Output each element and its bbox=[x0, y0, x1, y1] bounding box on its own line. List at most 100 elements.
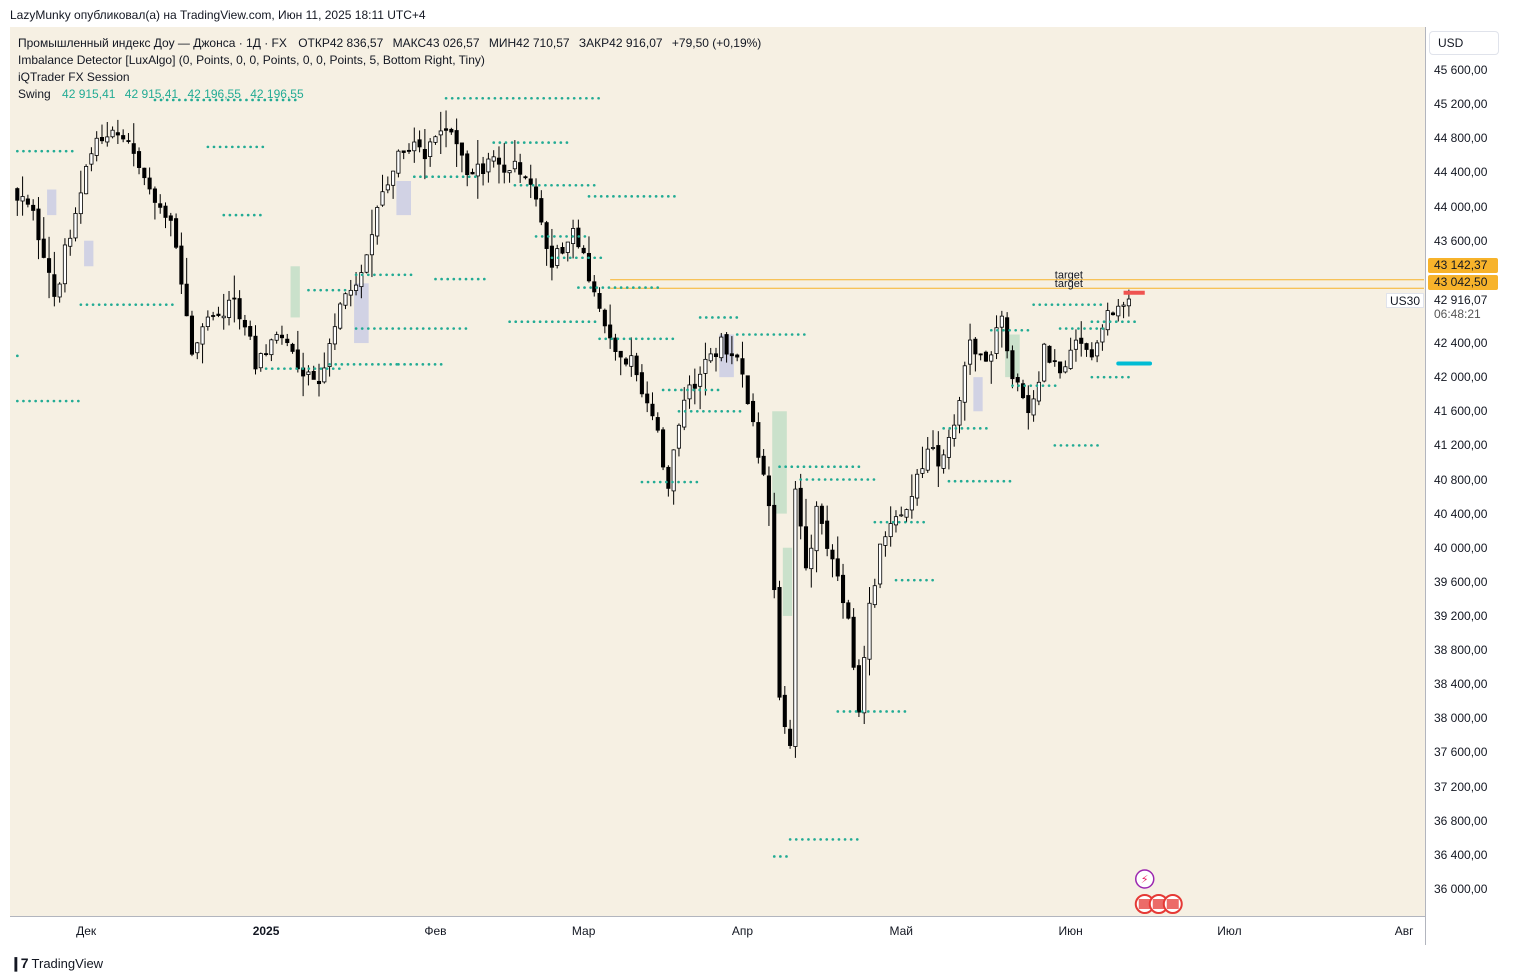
ohlc-low-label: МИН bbox=[488, 36, 517, 50]
candle-body bbox=[978, 353, 983, 356]
candle-body bbox=[184, 283, 189, 317]
ohlc-close-value: 42 916,07 bbox=[609, 36, 663, 50]
tradingview-footer[interactable]: ❙7 TradingView bbox=[10, 955, 103, 972]
candle-body bbox=[264, 353, 269, 356]
candle-body bbox=[788, 728, 793, 746]
candle-body bbox=[385, 184, 390, 191]
candle-body bbox=[89, 153, 94, 165]
candle-body bbox=[449, 128, 454, 133]
candle-body bbox=[15, 188, 20, 201]
candle-body bbox=[1116, 305, 1121, 317]
candle-body bbox=[290, 343, 295, 352]
time-tick-label: Авг bbox=[1394, 924, 1414, 938]
candle-body bbox=[936, 445, 941, 467]
candle-body bbox=[650, 403, 655, 417]
candle-body bbox=[602, 309, 607, 327]
legend-instrument-row[interactable]: Промышленный индекс Доу — Джонса · 1Д · … bbox=[18, 35, 761, 52]
lightning-glyph: ⚡ bbox=[1141, 873, 1149, 886]
candle-body bbox=[629, 355, 634, 367]
candle-body bbox=[147, 177, 152, 190]
candle-body bbox=[745, 375, 750, 405]
candle-body bbox=[856, 665, 861, 713]
candle-body bbox=[740, 358, 745, 375]
candle-body bbox=[152, 188, 157, 203]
candle-body bbox=[814, 505, 819, 552]
candle-body bbox=[1010, 350, 1015, 380]
candle-body bbox=[825, 520, 830, 549]
chart-area[interactable] bbox=[10, 27, 1503, 945]
candle-body bbox=[486, 158, 491, 173]
candle-body bbox=[692, 383, 697, 389]
candle-body bbox=[586, 252, 592, 282]
candle-body bbox=[348, 289, 353, 296]
price-tick-label: 38 000,00 bbox=[1434, 711, 1488, 726]
swing-value: 42 196,55 bbox=[250, 87, 304, 101]
price-tick-label: 42 400,00 bbox=[1434, 336, 1488, 351]
candle-body bbox=[417, 139, 422, 148]
candle-body bbox=[1042, 343, 1047, 382]
candle-body bbox=[481, 163, 486, 175]
candle-body bbox=[380, 191, 385, 206]
currency-selector[interactable]: USD bbox=[1430, 32, 1498, 54]
imbalance-zone bbox=[84, 240, 94, 267]
candle-body bbox=[533, 186, 539, 200]
indicator-fx-session[interactable]: iQTrader FX Session bbox=[18, 70, 130, 84]
candle-body bbox=[142, 167, 147, 179]
candle-body bbox=[1110, 312, 1116, 316]
candle-body bbox=[703, 358, 708, 374]
candle-body bbox=[433, 136, 438, 143]
indicator-imbalance-detector[interactable]: Imbalance Detector [LuxAlgo] (0, Points,… bbox=[18, 53, 485, 67]
candle-body bbox=[285, 338, 290, 344]
candle-body bbox=[1089, 349, 1094, 358]
time-tick-label: Дек bbox=[76, 924, 97, 938]
candle-body bbox=[713, 353, 719, 358]
candle-body bbox=[52, 274, 57, 297]
ohlc-close-label: ЗАКР bbox=[578, 36, 610, 50]
chart-legend: Промышленный индекс Доу — Джонса · 1Д · … bbox=[18, 35, 761, 103]
price-tick-label: 36 400,00 bbox=[1434, 847, 1488, 862]
candle-body bbox=[211, 315, 216, 317]
candle-body bbox=[1058, 361, 1063, 374]
imbalance-zone bbox=[396, 180, 411, 216]
candle-body bbox=[973, 338, 978, 355]
candle-body bbox=[756, 422, 761, 458]
candle-body bbox=[597, 293, 602, 309]
time-axis[interactable] bbox=[10, 916, 1425, 946]
price-tick-label: 45 600,00 bbox=[1434, 63, 1488, 78]
publisher-caption: LazyMunky опубликовал(а) на TradingView.… bbox=[10, 8, 426, 22]
target-label: target bbox=[1055, 278, 1083, 290]
candle-body bbox=[761, 455, 766, 475]
candle-body bbox=[406, 149, 412, 152]
ohlc-open-value: 42 836,57 bbox=[329, 36, 384, 50]
candle-body bbox=[221, 315, 226, 319]
candle-body bbox=[983, 351, 988, 362]
candle-body bbox=[719, 336, 724, 359]
candle-body bbox=[888, 523, 893, 538]
candle-body bbox=[94, 137, 99, 156]
candle-body bbox=[608, 324, 613, 339]
candle-body bbox=[1100, 327, 1105, 343]
candle-body bbox=[687, 384, 692, 400]
price-tick-label: 37 200,00 bbox=[1434, 779, 1488, 794]
target-label: target bbox=[1055, 270, 1083, 282]
candle-body bbox=[354, 284, 359, 291]
candle-body bbox=[253, 335, 258, 370]
flag-stripes bbox=[1166, 899, 1179, 909]
candle-body bbox=[391, 170, 396, 186]
candle-body bbox=[465, 153, 470, 176]
price-axis[interactable] bbox=[1425, 27, 1504, 945]
candle-body bbox=[375, 207, 380, 237]
indicator-swing[interactable]: Swing 42 915,41 42 915,41 42 196,55 42 1… bbox=[18, 86, 761, 103]
candle-body bbox=[502, 164, 507, 173]
candle-body bbox=[428, 141, 433, 157]
candle-body bbox=[1068, 349, 1073, 369]
price-tick-label: 38 400,00 bbox=[1434, 677, 1488, 692]
candle-body bbox=[174, 218, 179, 248]
candle-body bbox=[73, 213, 78, 239]
candle-body bbox=[295, 349, 300, 370]
candle-body bbox=[359, 272, 364, 288]
instrument-title[interactable]: Промышленный индекс Доу — Джонса · 1Д · … bbox=[18, 36, 287, 50]
candle-body bbox=[623, 358, 629, 365]
price-tick-label: 44 000,00 bbox=[1434, 199, 1488, 214]
price-tick-label: 41 600,00 bbox=[1434, 404, 1488, 419]
